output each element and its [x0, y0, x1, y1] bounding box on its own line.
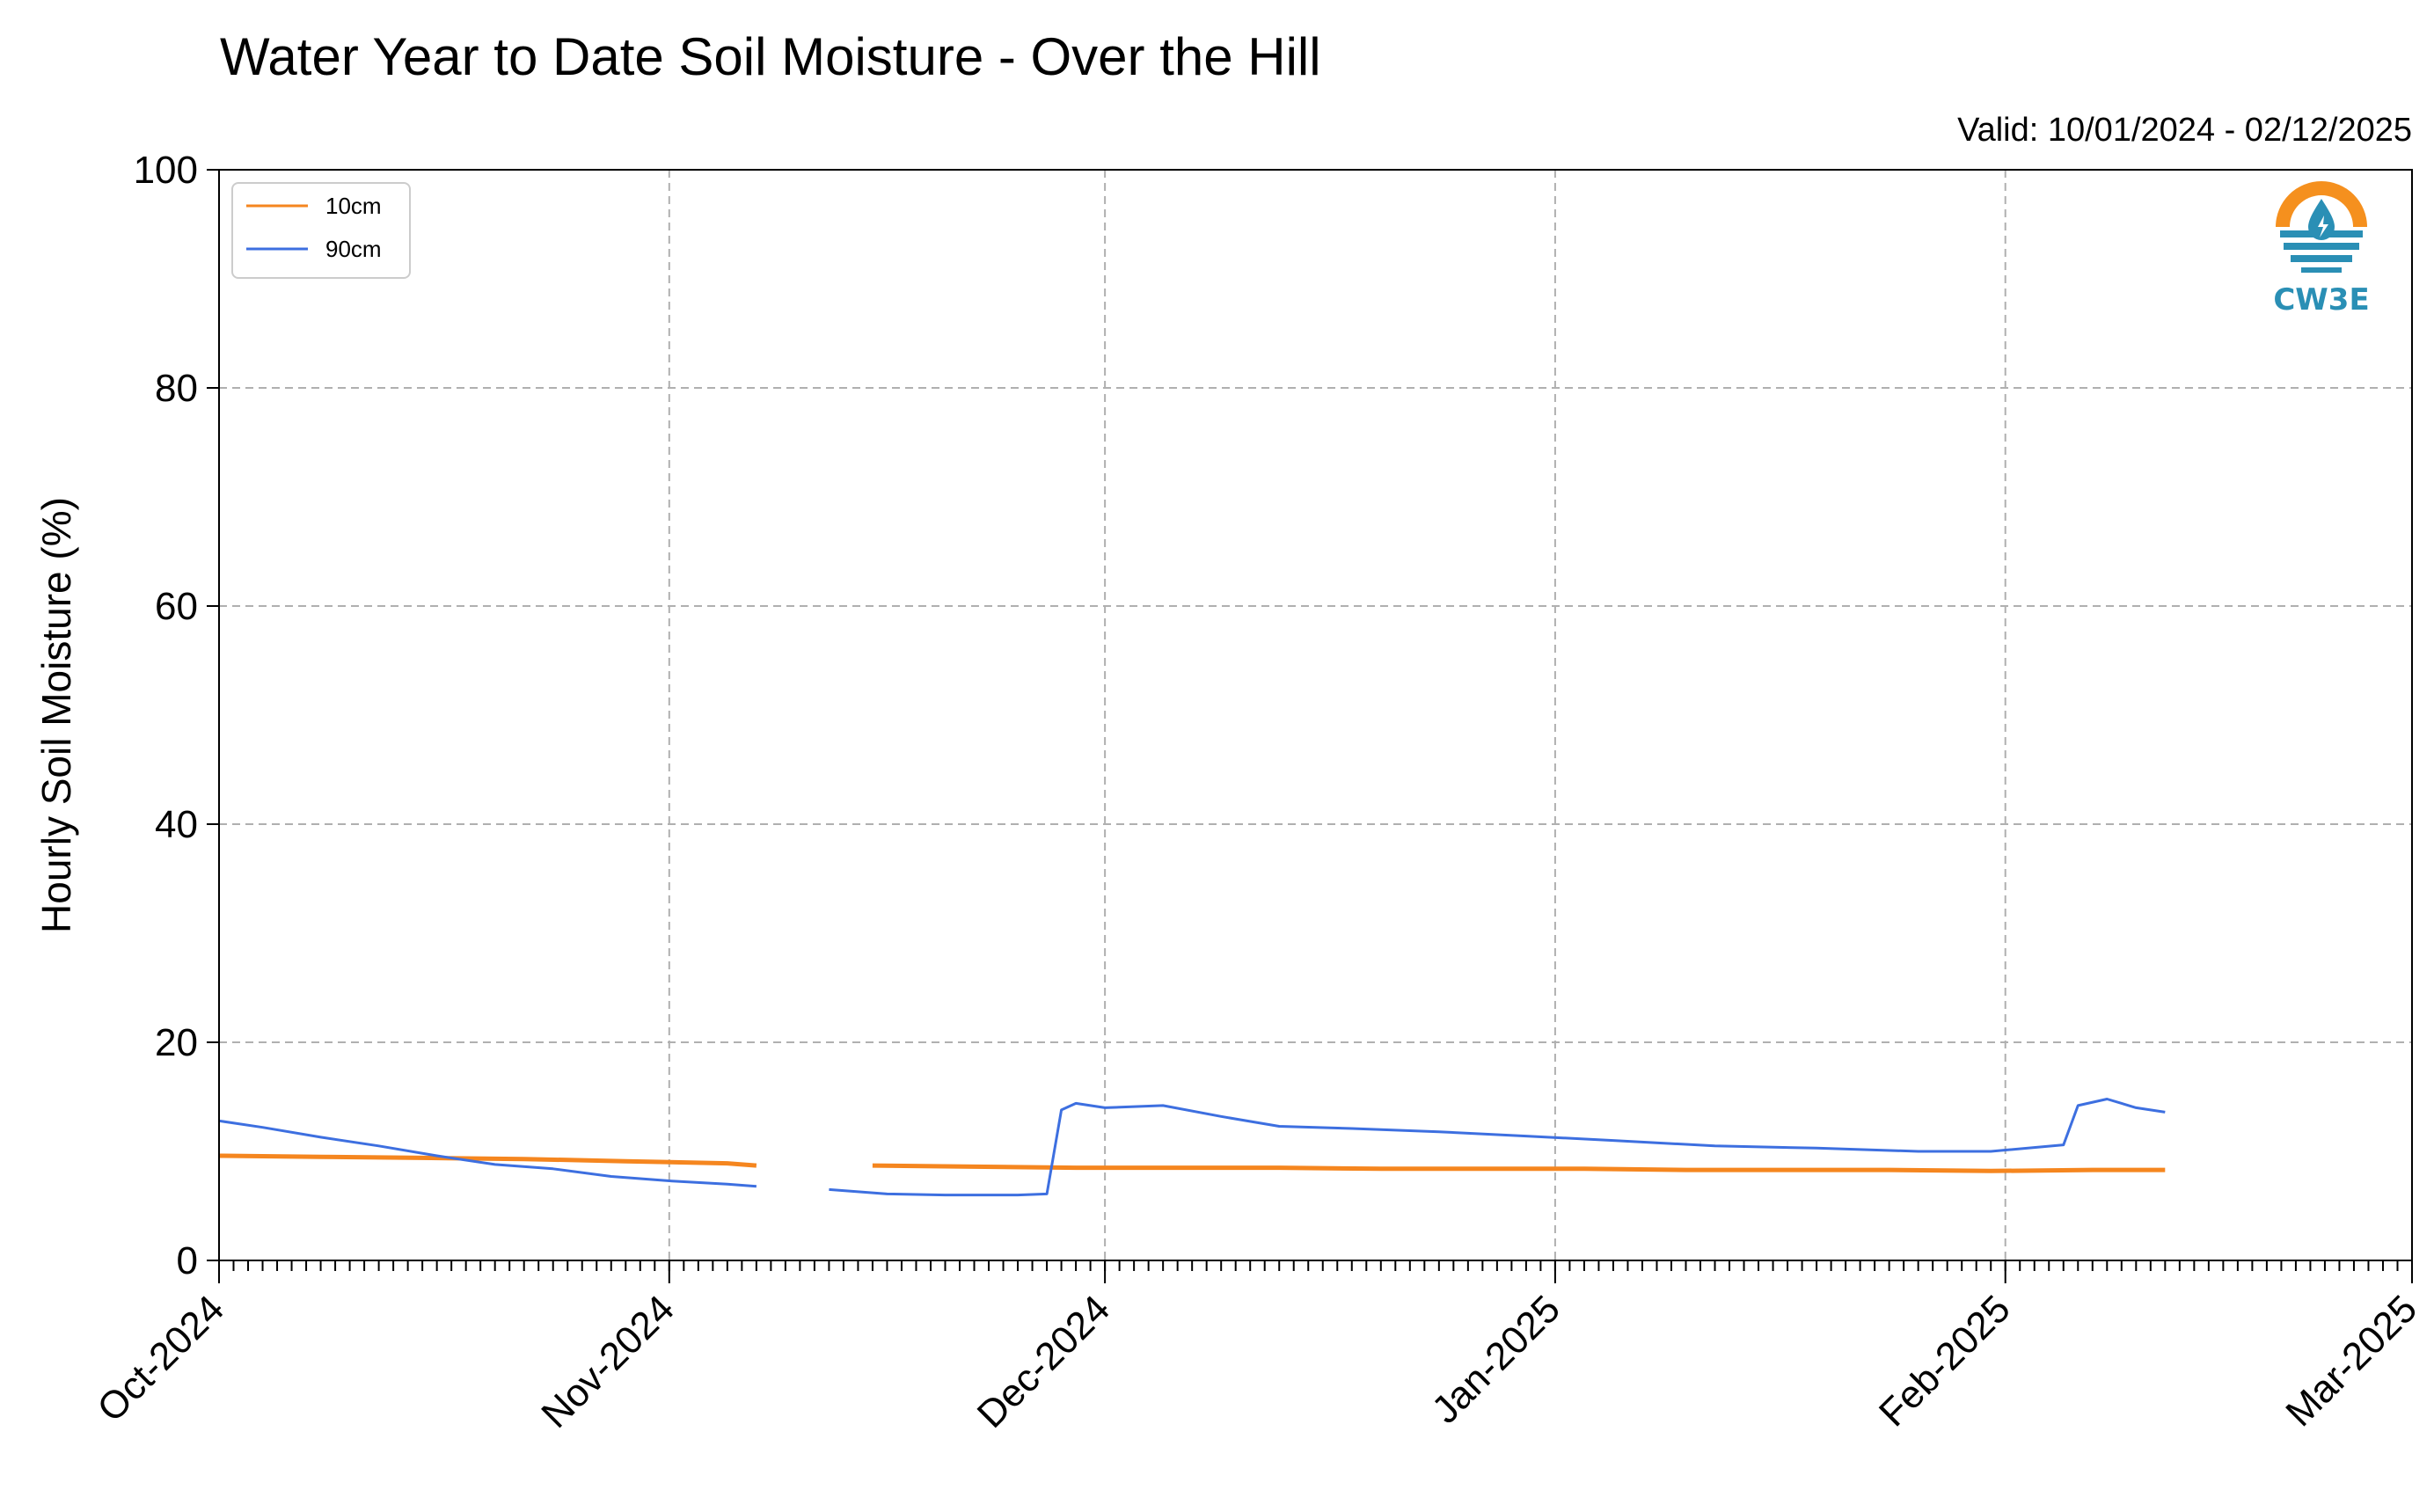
valid-date-range: Valid: 10/01/2024 - 02/12/2025 — [1957, 112, 2412, 149]
x-tick-label: Mar-2025 — [2277, 1287, 2425, 1435]
y-tick-label: 80 — [155, 367, 198, 410]
x-tick-label: Feb-2025 — [1871, 1287, 2019, 1435]
legend-label-90cm: 90cm — [325, 236, 382, 262]
legend: 10cm 90cm — [231, 182, 411, 279]
series-line-90cm — [829, 1098, 2166, 1197]
y-tick-label: 0 — [177, 1239, 198, 1282]
cw3e-logo-text: CW3E — [2273, 282, 2369, 318]
y-tick-label: 20 — [155, 1021, 198, 1064]
x-tick-label: Nov-2024 — [533, 1287, 683, 1436]
grid-lines — [219, 170, 2412, 1260]
cw3e-logo: CW3E — [2273, 181, 2370, 318]
y-tick-label: 60 — [155, 585, 198, 628]
data-series — [218, 1098, 2166, 1197]
x-axis: Oct-2024 Nov-2024 Dec-2024 Jan-2025 Feb-2025… — [89, 1260, 2425, 1436]
y-tick-label: 100 — [134, 149, 198, 192]
x-tick-label: Jan-2025 — [1424, 1287, 1568, 1431]
y-tick-label: 40 — [155, 803, 198, 846]
series-line-90cm — [218, 1119, 757, 1188]
x-tick-label: Oct-2024 — [89, 1287, 232, 1430]
chart-title: Water Year to Date Soil Moisture - Over … — [220, 27, 1321, 86]
x-tick-label: Dec-2024 — [969, 1287, 1119, 1436]
plot-frame — [218, 169, 2413, 1261]
series-line-10cm — [872, 1163, 2166, 1173]
series-line-10cm — [218, 1153, 757, 1168]
legend-label-10cm: 10cm — [325, 193, 382, 219]
y-axis: 0 20 40 60 80 100 — [134, 149, 219, 1282]
y-axis-label: Hourly Soil Moisture (%) — [33, 497, 79, 933]
legend-box — [231, 182, 411, 279]
cw3e-drop-logo-icon — [2274, 181, 2369, 276]
